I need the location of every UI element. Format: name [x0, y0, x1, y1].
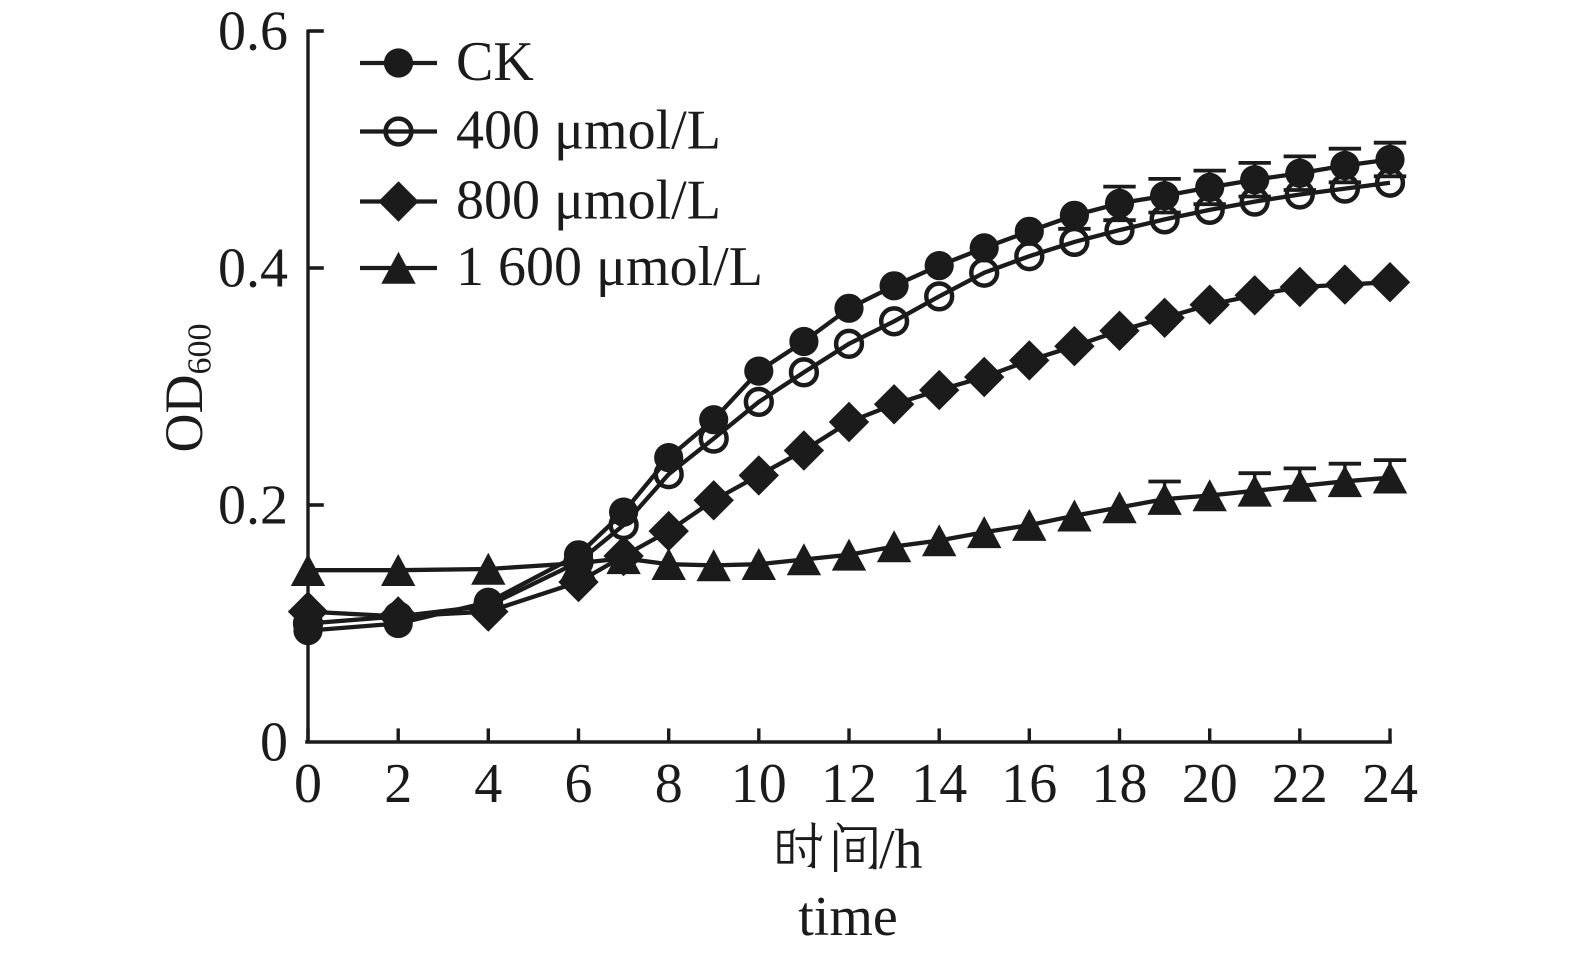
- svg-text:800 μmol/L: 800 μmol/L: [456, 170, 721, 232]
- svg-text:CK: CK: [456, 31, 534, 93]
- svg-text:0: 0: [294, 753, 322, 815]
- svg-text:20: 20: [1182, 753, 1238, 815]
- svg-text:time: time: [798, 886, 898, 948]
- svg-text:400 μmol/L: 400 μmol/L: [456, 100, 721, 162]
- svg-text:0.6: 0.6: [218, 1, 288, 63]
- svg-text:24: 24: [1362, 753, 1418, 815]
- svg-text:4: 4: [474, 753, 502, 815]
- svg-text:10: 10: [731, 753, 787, 815]
- svg-text:16: 16: [1001, 753, 1057, 815]
- svg-text:/h: /h: [879, 819, 923, 881]
- svg-text:8: 8: [655, 753, 683, 815]
- svg-text:2: 2: [384, 753, 412, 815]
- svg-text:22: 22: [1272, 753, 1328, 815]
- svg-text:6: 6: [565, 753, 593, 815]
- svg-text:0.4: 0.4: [218, 238, 288, 300]
- svg-text:14: 14: [911, 753, 967, 815]
- svg-text:1 600 μmol/L: 1 600 μmol/L: [456, 236, 763, 298]
- svg-text:18: 18: [1092, 753, 1148, 815]
- svg-text:12: 12: [821, 753, 877, 815]
- svg-text:0.2: 0.2: [218, 475, 288, 537]
- svg-text:0: 0: [260, 712, 288, 774]
